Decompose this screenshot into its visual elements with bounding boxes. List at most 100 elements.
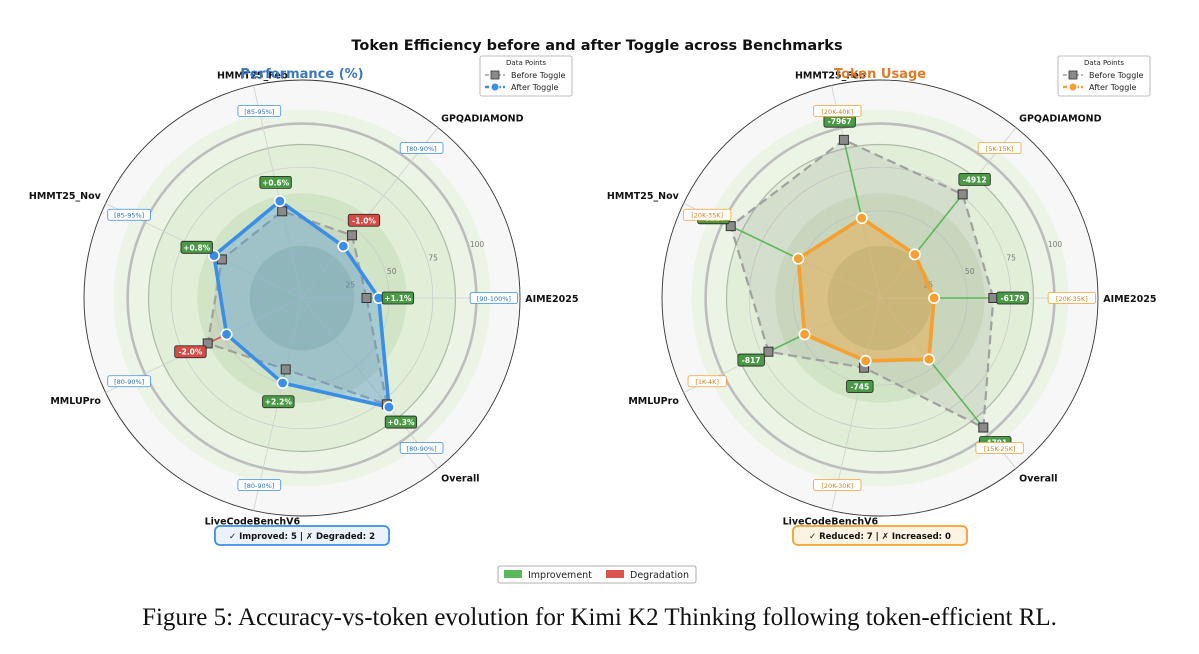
legend-before-marker — [1068, 70, 1078, 80]
range-label-box — [399, 442, 444, 454]
range-label-box — [237, 479, 282, 491]
legend-after-marker — [490, 82, 500, 92]
legend-before-marker — [490, 70, 500, 80]
delta-label-box — [259, 175, 292, 189]
category-label-aime2025: AIME2025 — [1103, 294, 1156, 305]
range-label-box — [399, 142, 444, 154]
category-label-hmmt25-nov: HMMT25_Nov — [29, 191, 102, 202]
before-point-mmlupro — [763, 346, 774, 357]
legend-after-marker — [1068, 82, 1078, 92]
summary-text: ✓ Improved: 5 | ✗ Degraded: 2 — [229, 532, 375, 542]
radial-tick-label: 25 — [345, 281, 355, 290]
range-label-box — [107, 375, 151, 388]
delta-label-text: -7967 — [828, 117, 852, 126]
radial-tick-label: 100 — [470, 240, 485, 249]
delta-label-text: -1.0% — [352, 216, 376, 225]
after-point-gpqadiamond — [908, 248, 921, 261]
radar-spoke-gpqadiamond — [301, 127, 439, 299]
delta-label-text: -817 — [742, 356, 761, 365]
before-point-aime2025 — [361, 293, 372, 303]
after-point-mmlupro — [220, 328, 233, 341]
summary-frame — [792, 525, 968, 546]
figure-title: Token Efficiency before and after Toggle… — [351, 38, 842, 54]
delta-label-box — [384, 415, 418, 429]
after-point-hmmt25-feb — [273, 195, 286, 208]
range-label-text: [1K-4K] — [695, 378, 719, 386]
category-label-hmmt25-nov: HMMT25_Nov — [607, 191, 680, 202]
delta-label-box — [262, 395, 295, 409]
after-point-aime2025 — [928, 291, 941, 304]
series-legend: Data Points Before Toggle After Toggle — [1057, 55, 1151, 97]
category-label-mmlupro: MMLUPro — [628, 396, 679, 407]
category-label-mmlupro: MMLUPro — [50, 396, 101, 407]
delta-label-hmmt25-feb: -7967 — [823, 114, 856, 128]
series-legend: Data Points Before Toggle After Toggle — [479, 55, 573, 97]
range-label-gpqadiamond: [5K-15K] — [977, 142, 1022, 154]
range-label-text: [20K-40K] — [821, 108, 853, 116]
after-point-mmlupro — [798, 328, 811, 341]
range-label-text: [80-90%] — [407, 445, 437, 453]
delta-label-text: -6179 — [1001, 294, 1025, 303]
legend-label-improvement: Improvement — [528, 570, 592, 581]
range-label-text: [80-90%] — [244, 482, 274, 490]
bottom-legend: Improvement Degradation — [497, 565, 697, 584]
summary-frame — [214, 525, 390, 546]
category-label-hmmt25-feb: HMMT25_Feb — [217, 70, 288, 81]
category-label-overall: Overall — [441, 474, 479, 485]
legend-before-label: Before Toggle — [1089, 71, 1144, 80]
range-label-box — [977, 142, 1022, 154]
series-legend-title: Data Points — [1084, 59, 1124, 67]
token-usage-radar: 255075100-6179-4912-7967-8127-817-745-47… — [607, 55, 1157, 546]
range-label-text: [20K-35K] — [691, 212, 723, 220]
legend-after-label: After Toggle — [1089, 83, 1137, 92]
before-point-hmmt25-nov — [725, 221, 736, 232]
range-label-box — [1047, 292, 1096, 304]
range-label-text: [20K-35K] — [1056, 295, 1088, 303]
delta-label-text: -745 — [850, 382, 869, 391]
before-point-gpqadiamond — [347, 230, 358, 241]
range-label-hmmt25-feb: [85-95%] — [237, 105, 282, 117]
category-label-aime2025: AIME2025 — [525, 294, 578, 305]
category-label-gpqadiamond: GPQADIAMOND — [1019, 113, 1101, 124]
summary-box: ✓ Reduced: 7 | ✗ Increased: 0 — [792, 525, 968, 546]
panel-title: Performance (%) — [240, 67, 363, 82]
delta-label-box — [180, 240, 213, 254]
range-label-gpqadiamond: [80-90%] — [399, 142, 444, 154]
figure-caption: Figure 5: Accuracy-vs-token evolution fo… — [142, 604, 1057, 631]
range-label-text: [85-95%] — [114, 212, 144, 220]
before-point-hmmt25-feb — [277, 206, 288, 217]
delta-label-box — [996, 291, 1029, 305]
delta-label-text: -2.0% — [178, 348, 202, 357]
after-point-overall — [922, 353, 935, 366]
legend-after-label: After Toggle — [511, 83, 559, 92]
range-label-aime2025: [20K-35K] — [1047, 292, 1096, 304]
range-label-livecodebenchv6: [20K-30K] — [813, 479, 862, 491]
delta-label-livecodebenchv6: -745 — [846, 380, 874, 393]
change-arrow-mmlupro — [768, 333, 805, 353]
radial-tick-label: 75 — [1006, 254, 1016, 263]
range-label-box — [683, 208, 732, 221]
category-label-gpqadiamond: GPQADIAMOND — [441, 113, 523, 124]
delta-label-box — [846, 380, 874, 393]
before-point-gpqadiamond — [957, 189, 968, 200]
delta-label-text: +0.8% — [183, 243, 211, 252]
series-after-toggle-line — [796, 216, 936, 363]
before-point-mmlupro — [202, 338, 213, 349]
range-label-hmmt25-nov: [20K-35K] — [683, 208, 732, 221]
category-label-livecodebenchv6: LiveCodeBenchV6 — [205, 517, 301, 528]
delta-label-box — [958, 172, 991, 186]
range-label-text: [90-100%] — [477, 295, 511, 303]
change-arrow-hmmt25-feb — [843, 139, 863, 219]
range-label-box — [975, 442, 1024, 454]
range-label-box — [813, 105, 862, 117]
before-point-livecodebenchv6 — [280, 364, 291, 375]
performance-radar: 25 50 75 100 +1.1% -1.0% +0.6% +0.8% -2.0% +2.2% +… — [29, 55, 579, 546]
panel-title: Token Usage — [834, 67, 926, 82]
radar-spoke-overall — [301, 297, 439, 469]
range-label-box — [813, 479, 862, 491]
before-point-hmmt25-feb — [838, 134, 849, 145]
range-label-overall: [15K-25K] — [975, 442, 1024, 454]
before-point-overall — [978, 422, 989, 433]
category-label-hmmt25-feb: HMMT25_Feb — [795, 70, 866, 81]
category-label-livecodebenchv6: LiveCodeBenchV6 — [783, 517, 879, 528]
